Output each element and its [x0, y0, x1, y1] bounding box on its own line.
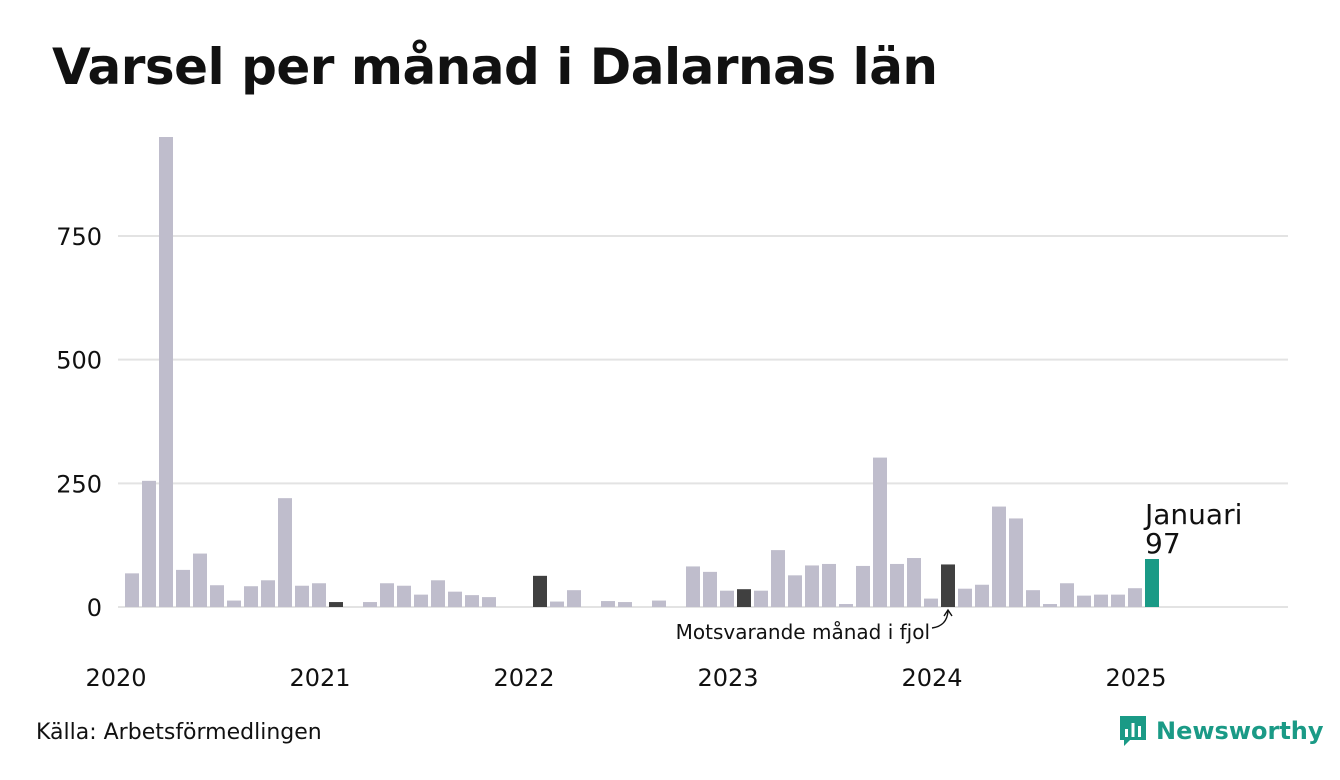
bar-2023-10 — [890, 563, 904, 607]
bar-2021-07 — [431, 580, 445, 607]
bar-2021-01 — [329, 602, 343, 607]
bar-2020-09 — [261, 580, 275, 607]
source-note: Källa: Arbetsförmedlingen — [36, 720, 322, 745]
bar-2020-06 — [210, 585, 224, 607]
bar-2023-11 — [907, 558, 921, 607]
bar-2020-08 — [244, 586, 258, 607]
bar-2023-08 — [856, 565, 870, 607]
bar-2022-06 — [618, 602, 632, 607]
x-tick-label: 2022 — [493, 664, 554, 692]
bar-2020-07 — [227, 600, 241, 607]
bar-chart: 0 250 500 750 2020 2021 2022 2023 2024 2025 Janu… — [56, 137, 1288, 692]
bar-2023-03 — [771, 550, 785, 607]
bar-2023-01 — [737, 589, 751, 607]
x-tick-label: 2021 — [289, 664, 350, 692]
y-tick-label: 500 — [56, 347, 102, 375]
bar-2023-02 — [754, 590, 768, 607]
bar-2021-04 — [380, 583, 394, 607]
newsworthy-logo-icon — [1120, 716, 1146, 746]
bar-2022-10 — [686, 566, 700, 607]
bar-2020-05 — [193, 553, 207, 607]
bar-2024-04 — [992, 506, 1006, 607]
bar-2024-02 — [958, 588, 972, 607]
bar-2024-12 — [1128, 588, 1142, 607]
bar-2023-05 — [805, 565, 819, 607]
bar-2020-12 — [312, 583, 326, 607]
bar-2024-10 — [1094, 594, 1108, 607]
x-tick-label: 2025 — [1105, 664, 1166, 692]
bar-2024-08 — [1060, 583, 1074, 607]
bar-2022-08 — [652, 600, 666, 607]
annotations: Januari 97 Motsvarande månad i fjol — [676, 498, 1243, 644]
y-axis-ticks: 0 250 500 750 — [56, 223, 102, 622]
bar-2021-06 — [414, 594, 428, 607]
bar-2022-12 — [720, 590, 734, 607]
bar-2020-02 — [142, 480, 156, 607]
y-tick-label: 0 — [87, 594, 102, 622]
previous-year-arrowhead — [943, 608, 953, 617]
bar-2023-07 — [839, 604, 853, 607]
grid-lines — [118, 234, 1288, 608]
bar-2024-09 — [1077, 595, 1091, 607]
bar-2023-04 — [788, 575, 802, 607]
chart-title: Varsel per månad i Dalarnas län — [52, 38, 938, 96]
current-value-label: 97 — [1145, 527, 1181, 560]
y-tick-label: 750 — [56, 223, 102, 251]
bar-2022-03 — [567, 590, 581, 607]
brand[interactable]: Newsworthy — [1118, 714, 1324, 748]
current-month-label: Januari — [1143, 498, 1242, 531]
previous-year-note: Motsvarande månad i fjol — [676, 620, 930, 644]
bar-2024-06 — [1026, 590, 1040, 607]
bar-2024-01 — [941, 564, 955, 607]
previous-year-arrow — [931, 610, 949, 629]
x-tick-label: 2024 — [901, 664, 962, 692]
bar-2022-11 — [703, 571, 717, 607]
bar-2020-04 — [176, 569, 190, 607]
bar-2024-11 — [1111, 594, 1125, 607]
bar-2023-09 — [873, 457, 887, 607]
bar-2020-10 — [278, 498, 292, 607]
bar-2023-12 — [924, 598, 938, 607]
bar-2021-03 — [363, 602, 377, 607]
brand-name: Newsworthy — [1156, 717, 1324, 745]
bar-2021-05 — [397, 585, 411, 607]
bar-2020-03 — [159, 137, 173, 607]
bar-2022-02 — [550, 601, 564, 607]
bar-2025-01 — [1145, 559, 1159, 607]
bar-2022-01 — [533, 575, 547, 607]
bar-2024-07 — [1043, 604, 1057, 607]
bar-2024-05 — [1009, 518, 1023, 607]
bars — [125, 137, 1159, 607]
bar-2020-11 — [295, 585, 309, 607]
bar-2024-03 — [975, 584, 989, 607]
bar-2022-05 — [601, 601, 615, 607]
y-tick-label: 250 — [56, 470, 102, 498]
x-tick-label: 2020 — [85, 664, 146, 692]
bar-2021-08 — [448, 591, 462, 607]
x-axis-ticks: 2020 2021 2022 2023 2024 2025 — [85, 664, 1166, 692]
bar-2021-09 — [465, 595, 479, 607]
bar-2023-06 — [822, 563, 836, 607]
bar-2020-01 — [125, 573, 139, 607]
bar-2021-10 — [482, 597, 496, 607]
x-tick-label: 2023 — [697, 664, 758, 692]
